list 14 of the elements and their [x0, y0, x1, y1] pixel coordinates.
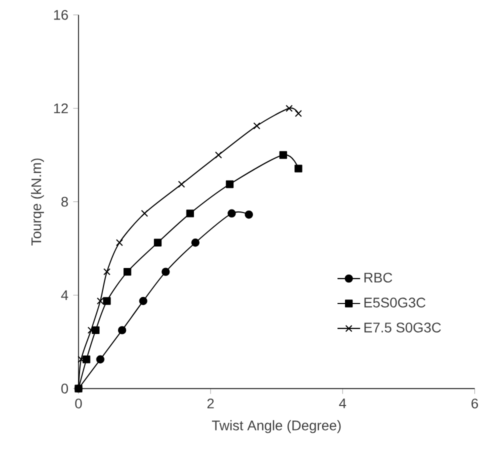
x-axis-title: Twist Angle (Degree) [212, 420, 341, 434]
y-tick-label: 4 [61, 290, 68, 300]
x-tick-label: 2 [207, 398, 214, 408]
x-tick-label: 4 [339, 398, 346, 408]
y-tick-label: 0 [61, 384, 68, 394]
y-tick-label: 16 [54, 10, 68, 20]
y-tick-label: 8 [61, 196, 68, 207]
x-tick-label: 0 [75, 398, 82, 408]
x-tick-label: 6 [472, 398, 478, 408]
y-axis-title: Tourqe (kN.m) [30, 158, 44, 246]
y-tick-label: 12 [54, 103, 68, 114]
legend-label: RBC [364, 272, 392, 282]
legend-label: E5S0G3C [364, 298, 426, 308]
legend-label: E7.5 S0G3C [364, 322, 441, 332]
